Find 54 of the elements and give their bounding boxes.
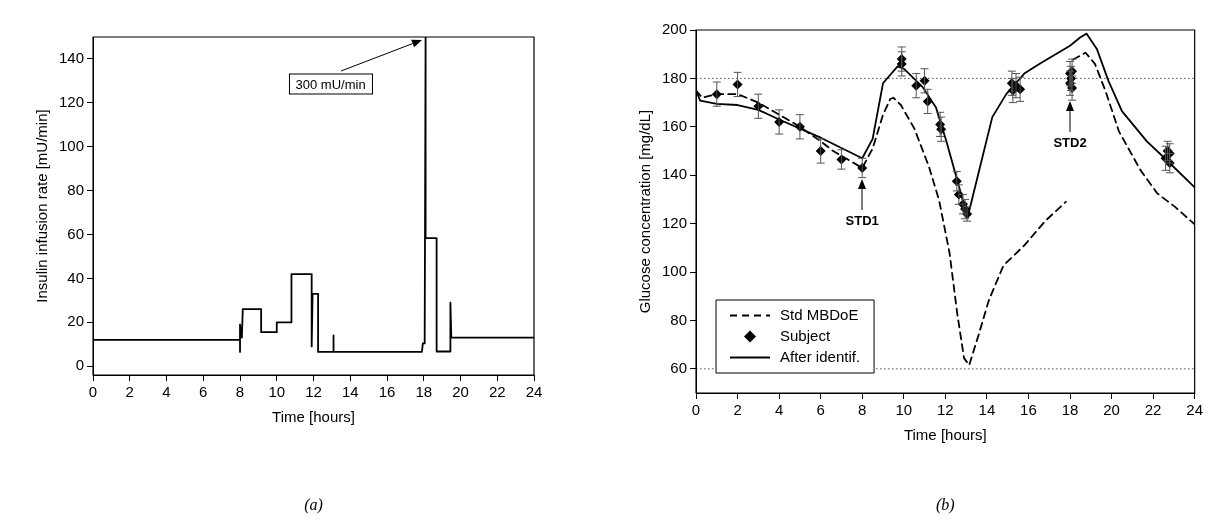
x-tick-label: 22 <box>488 383 506 401</box>
y-axis-title: Insulin infusion rate [mU/min] <box>33 109 51 303</box>
x-tick-label: 4 <box>162 383 171 401</box>
x-tick-label: 6 <box>199 383 208 401</box>
x-tick-label: 16 <box>378 383 396 401</box>
annotation: STD1 <box>845 212 879 228</box>
x-tick-label: 18 <box>415 383 433 401</box>
y-tick-label: 120 <box>59 92 85 110</box>
y-tick-label: 100 <box>59 136 85 154</box>
x-tick-label: 24 <box>1186 401 1203 419</box>
x-tick-label: 2 <box>733 401 742 419</box>
x-tick-label: 12 <box>305 383 322 401</box>
x-tick-label: 10 <box>268 383 286 401</box>
x-axis-title: Time [hours] <box>272 408 355 426</box>
annotation: STD2 <box>1053 134 1087 150</box>
y-tick-label: 80 <box>67 180 85 198</box>
y-tick-label: 0 <box>75 356 85 374</box>
y-tick-label: 40 <box>67 268 85 286</box>
x-tick-label: 10 <box>895 401 913 419</box>
x-tick-label: 14 <box>341 383 359 401</box>
x-tick-label: 8 <box>235 383 245 401</box>
y-tick-label: 180 <box>662 68 688 86</box>
x-tick-label: 0 <box>88 383 98 401</box>
legend-label: Subject <box>780 326 831 344</box>
x-tick-label: 20 <box>452 383 469 401</box>
y-tick-label: 60 <box>670 358 688 376</box>
text: (b) <box>936 496 955 514</box>
x-tick-label: 6 <box>816 401 825 419</box>
y-axis-title: Glucose concentration [mg/dL] <box>636 109 654 314</box>
x-tick-label: 2 <box>125 383 134 401</box>
x-tick-label: 18 <box>1061 401 1079 419</box>
x-tick-label: 20 <box>1103 401 1120 419</box>
y-tick-label: 60 <box>67 224 85 242</box>
x-tick-label: 0 <box>691 401 701 419</box>
x-tick-label: 4 <box>774 401 784 419</box>
y-tick-label: 140 <box>662 165 688 183</box>
y-tick-label: 20 <box>67 312 85 330</box>
legend-label: After identif. <box>780 347 861 365</box>
x-axis-title: Time [hours] <box>903 426 987 444</box>
x-tick-label: 12 <box>937 401 954 419</box>
y-tick-label: 80 <box>670 310 688 328</box>
x-tick-label: 8 <box>858 401 867 419</box>
y-tick-label: 100 <box>662 262 688 280</box>
annotation: 300 mU/min <box>288 73 373 95</box>
y-tick-label: 160 <box>662 116 688 134</box>
y-tick-label: 200 <box>662 20 688 38</box>
text: (a) <box>304 496 323 514</box>
y-tick-label: 120 <box>662 213 688 231</box>
x-tick-label: 14 <box>978 401 996 419</box>
legend-label: Std MBDoE <box>780 305 859 323</box>
y-tick-label: 140 <box>59 49 85 67</box>
x-tick-label: 22 <box>1144 401 1162 419</box>
x-tick-label: 16 <box>1020 401 1037 419</box>
x-tick-label: 24 <box>525 383 543 401</box>
